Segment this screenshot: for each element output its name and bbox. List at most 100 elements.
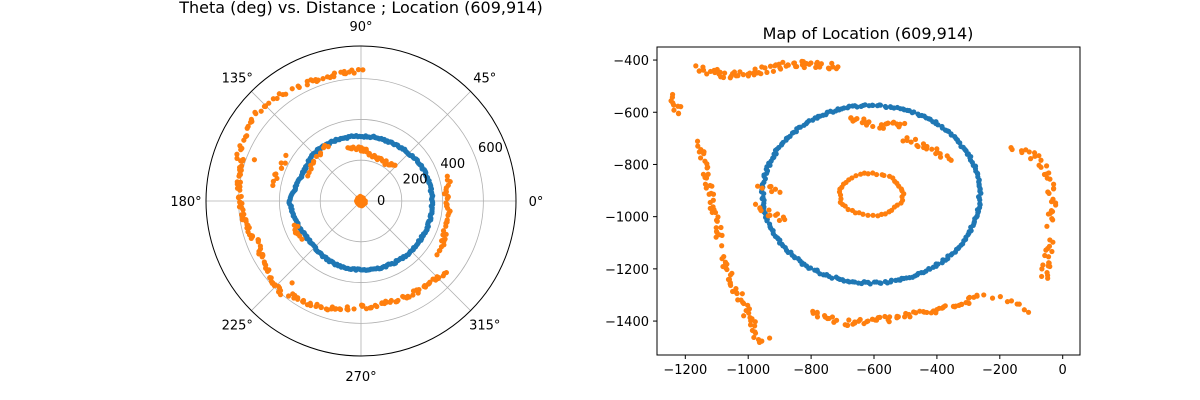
map-point [938, 155, 943, 160]
map-chart-title: Map of Location (609,914) [763, 24, 974, 43]
map-point [914, 143, 919, 148]
map-point [898, 122, 903, 127]
map-point [887, 174, 892, 179]
polar-theta-tick-label: 0° [529, 195, 544, 210]
polar-point [283, 153, 288, 158]
polar-theta-tick-label: 180° [170, 195, 201, 210]
map-point [1036, 153, 1041, 158]
polar-point [270, 183, 275, 188]
map-point [670, 100, 675, 105]
map-x-tick-label: 0 [1059, 363, 1067, 378]
map-point [860, 212, 865, 217]
polar-r-tick-label: 400 [440, 157, 465, 172]
map-point [768, 184, 773, 189]
polar-point [314, 154, 319, 159]
map-point [1049, 249, 1054, 254]
map-point [1044, 163, 1049, 168]
map-point [913, 137, 918, 142]
polar-point [344, 307, 349, 312]
polar-point [338, 307, 343, 312]
map-point [1044, 224, 1049, 229]
map-point [670, 95, 675, 100]
polar-point [305, 82, 310, 87]
map-point [782, 217, 787, 222]
map-point [777, 218, 782, 223]
map-point [709, 184, 714, 189]
map-point [719, 233, 724, 238]
map-point [963, 300, 968, 305]
map-point [780, 60, 785, 65]
polar-point [430, 200, 435, 205]
map-point [1046, 170, 1051, 175]
map-point [704, 71, 709, 76]
map-point [752, 323, 757, 328]
map-point [896, 314, 901, 319]
polar-point [442, 271, 447, 276]
map-point [734, 290, 739, 295]
map-point [710, 210, 715, 215]
polar-point [297, 85, 302, 90]
map-point [1010, 147, 1015, 152]
map-point [793, 64, 798, 69]
polar-theta-tick-label: 90° [349, 20, 372, 35]
map-point [902, 121, 907, 126]
map-point [762, 65, 767, 70]
map-point [704, 175, 709, 180]
polar-point [266, 267, 271, 272]
polar-point [259, 109, 264, 114]
polar-point [445, 174, 450, 179]
map-point [705, 165, 710, 170]
map-point [737, 69, 742, 74]
map-y-tick-label: −1200 [605, 263, 649, 278]
polar-point [416, 287, 421, 292]
map-point [974, 293, 979, 298]
map-point [676, 111, 681, 116]
map-point [722, 70, 727, 75]
map-x-tick-label: −1200 [663, 363, 707, 378]
polar-point [253, 111, 258, 116]
polar-point [243, 218, 248, 223]
map-y-tick-label: −600 [613, 106, 649, 121]
map-point [1051, 186, 1056, 191]
map-point [829, 61, 834, 66]
map-point [1039, 266, 1044, 271]
map-point [721, 254, 726, 259]
map-point [1038, 165, 1043, 170]
polar-theta-tick-label: 45° [473, 71, 496, 86]
map-point [714, 235, 719, 240]
polar-point [245, 126, 250, 131]
map-x-tick-label: −600 [856, 363, 892, 378]
polar-point [289, 280, 294, 285]
map-point [924, 310, 929, 315]
map-point [1022, 307, 1027, 312]
polar-grid-spoke [251, 91, 361, 201]
polar-point [239, 205, 244, 210]
polar-theta-tick-label: 225° [222, 319, 253, 334]
polar-point [271, 96, 276, 101]
polar-point [445, 217, 450, 222]
map-point [777, 65, 782, 70]
map-point [728, 283, 733, 288]
map-point [934, 307, 939, 312]
map-point [718, 225, 723, 230]
map-point [845, 323, 850, 328]
map-point [1046, 263, 1051, 268]
map-x-tick-label: −1000 [726, 363, 770, 378]
polar-point [249, 236, 254, 241]
map-point [990, 296, 995, 301]
polar-point [332, 307, 337, 312]
polar-grid-spoke [361, 201, 471, 311]
map-point [777, 190, 782, 195]
polar-point [273, 282, 278, 287]
map-point [887, 314, 892, 319]
polar-point [295, 295, 300, 300]
map-point [678, 104, 683, 109]
map-point [870, 213, 875, 218]
map-point [695, 139, 700, 144]
map-point [764, 70, 769, 75]
map-point [929, 147, 934, 152]
map-point [1015, 301, 1020, 306]
polar-r-tick-label: 200 [403, 172, 428, 187]
polar-point [234, 156, 239, 161]
map-y-tick-label: −1000 [605, 211, 649, 226]
